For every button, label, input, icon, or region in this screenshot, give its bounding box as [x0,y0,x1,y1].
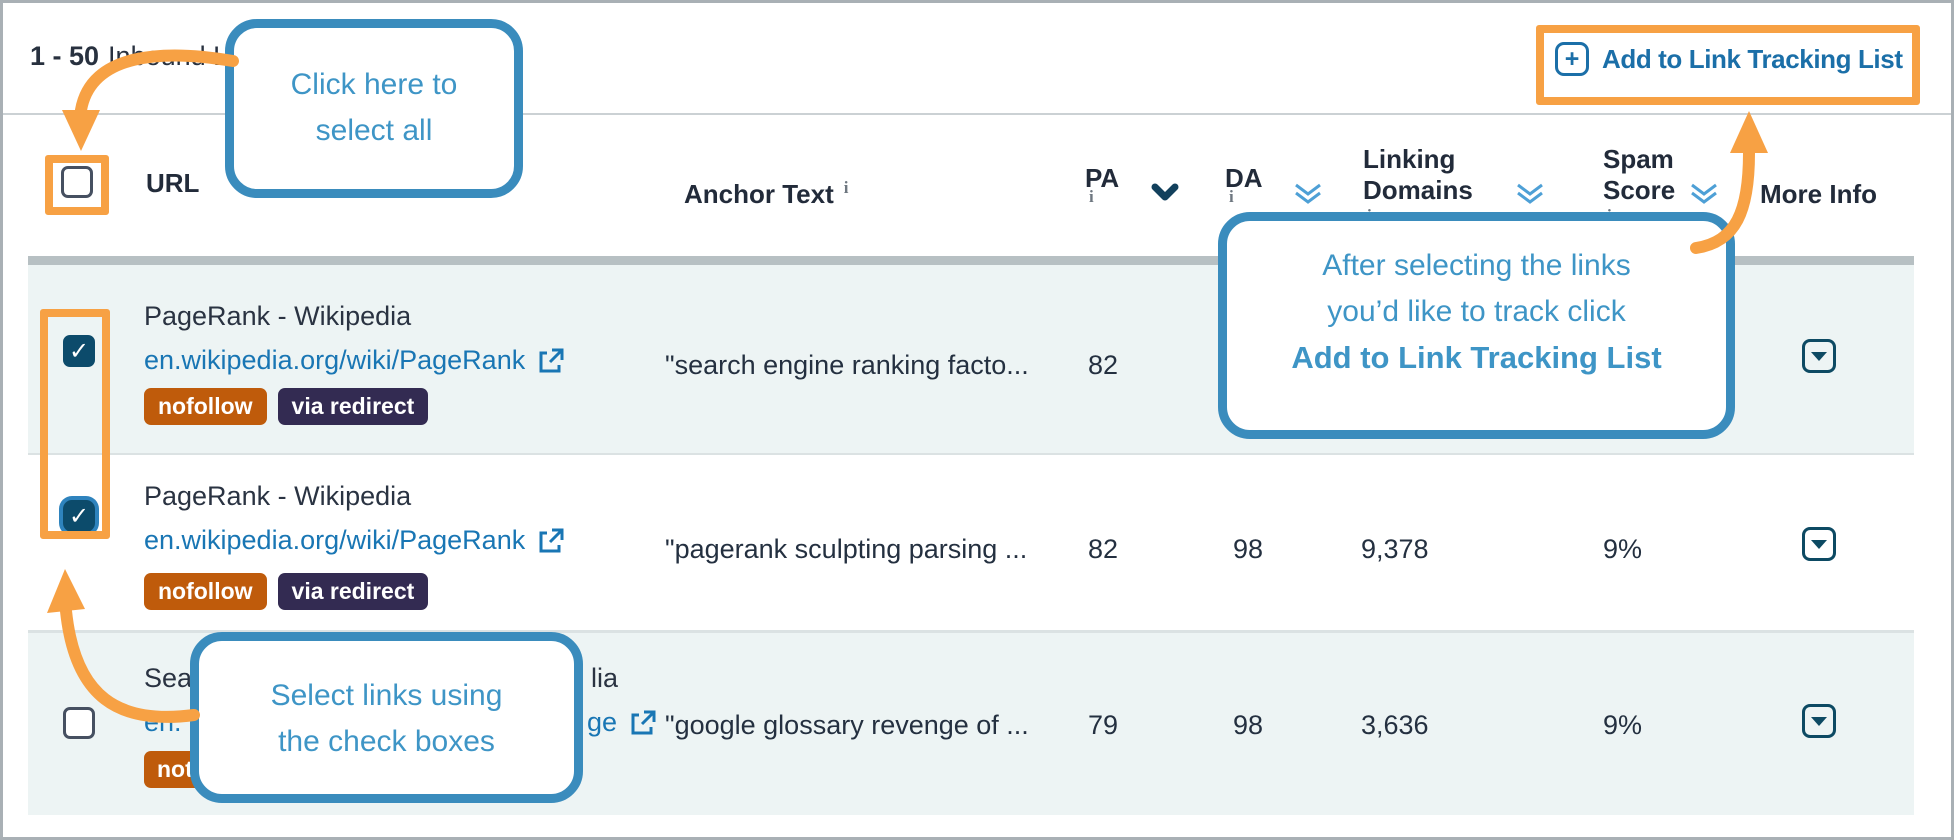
link-url-fragment[interactable]: en. [144,707,182,737]
row-checkbox[interactable]: ✓ [63,500,95,532]
double-chevron-down-icon[interactable] [1689,182,1719,206]
via-redirect-tag: via redirect [277,388,429,425]
more-info-dropdown-button[interactable] [1802,339,1836,373]
spam-score-cell: 9% [1603,710,1643,740]
info-icon: i [1089,187,1094,206]
row-divider [28,453,1914,455]
spam-score-cell: 9% [1603,534,1643,564]
double-chevron-down-icon[interactable] [1515,182,1545,206]
row-checkbox[interactable]: ✓ [63,335,95,367]
callout-add-tracking: After selecting the links you’d like to … [1218,212,1735,439]
link-title-fragment: Sea [144,663,193,693]
double-chevron-down-icon[interactable] [1293,182,1323,206]
nofollow-tag: nofollow [144,573,267,610]
external-link-icon[interactable] [536,346,566,376]
column-header-da: DA [1225,163,1263,193]
row-divider [28,630,1914,633]
column-header-spam-score: Spam Score [1603,144,1676,205]
column-header-pa: PA [1085,163,1120,193]
callout-select-all: Click here to select all [225,19,523,198]
arrowhead-up-icon [1730,111,1768,153]
highlight-frame-select-all [45,155,109,215]
header-divider [3,113,1951,115]
da-cell: 98 [1233,710,1264,740]
checkmark-icon: ✓ [68,502,90,530]
column-header-url: URL [146,168,200,198]
link-title-fragment: lia [591,663,619,693]
linking-domains-cell: 3,636 [1361,710,1429,740]
column-header-anchor-text: Anchor Text i [684,178,849,209]
column-header-more-info: More Info [1760,179,1877,209]
pa-cell: 82 [1088,534,1119,564]
anchor-text-cell: "google glossary revenge of ... [665,710,1029,740]
column-header-linking-domains: Linking Domains [1363,144,1473,205]
link-url-fragment[interactable]: ge [587,707,618,737]
more-info-dropdown-button[interactable] [1802,704,1836,738]
caret-down-icon [1811,716,1827,726]
row-checkbox[interactable] [63,707,95,739]
link-url[interactable]: en.wikipedia.org/wiki/PageRank [144,525,526,555]
link-title: PageRank - Wikipedia [144,301,412,331]
highlight-frame-checkboxes [40,309,110,539]
caret-down-icon [1811,539,1827,549]
add-to-link-tracking-list-button[interactable]: + Add to Link Tracking List [1555,42,1903,76]
caret-down-icon [1811,351,1827,361]
via-redirect-tag: via redirect [277,573,429,610]
link-url[interactable]: en.wikipedia.org/wiki/PageRank [144,345,526,375]
da-cell: 98 [1233,534,1264,564]
anchor-text-cell: "search engine ranking facto... [665,350,1029,380]
plus-icon: + [1555,42,1589,76]
link-tags: nofollow via redirect [144,388,429,425]
link-title: PageRank - Wikipedia [144,481,412,511]
anchor-text-cell: "pagerank sculpting parsing ... [665,534,1028,564]
info-icon: i [843,178,849,197]
nofollow-tag: nofollow [144,388,267,425]
external-link-icon[interactable] [536,526,566,556]
checkmark-icon: ✓ [68,337,90,365]
info-icon: i [1229,187,1234,206]
select-all-checkbox[interactable] [61,166,93,198]
add-to-link-tracking-list-label: Add to Link Tracking List [1602,43,1903,74]
pa-cell: 79 [1088,710,1119,740]
pa-cell: 82 [1088,350,1119,380]
more-info-dropdown-button[interactable] [1802,527,1836,561]
arrowhead-down-icon [62,110,100,151]
highlight-frame-add-button [1536,25,1920,105]
results-range: 1 - 50 [30,41,100,71]
table-top-separator [28,256,1914,265]
link-tags: nofollow via redirect [144,573,429,610]
sort-chevron-down-icon[interactable] [1151,183,1179,203]
callout-checkboxes: Select links using the check boxes [190,632,583,803]
linking-domains-cell: 9,378 [1361,534,1429,564]
external-link-icon[interactable] [628,708,658,738]
nofollow-tag-fragment: not [144,751,196,788]
